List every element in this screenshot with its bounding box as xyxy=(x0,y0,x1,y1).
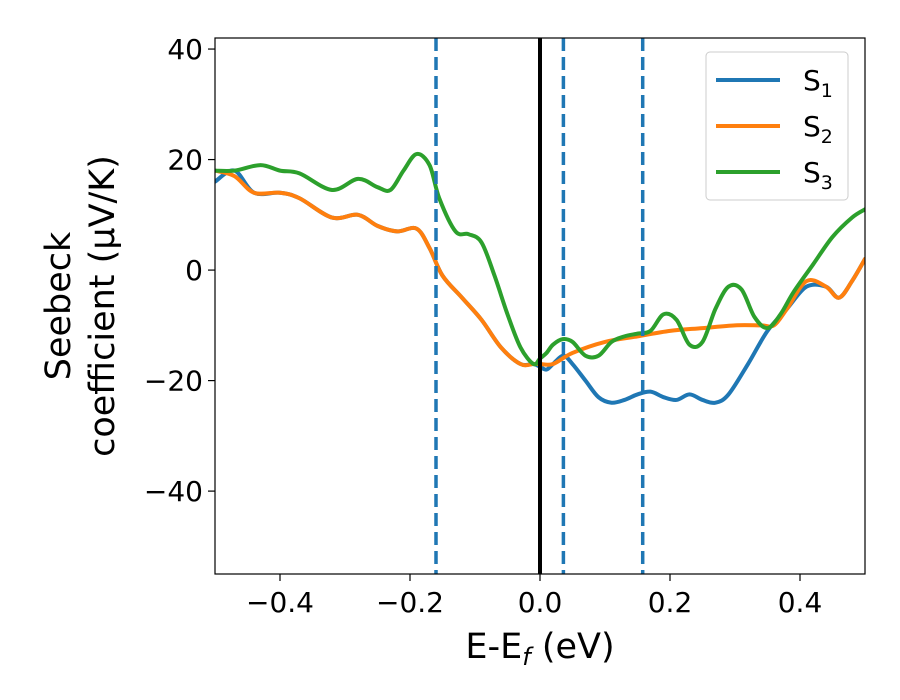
y-tick-label: 0 xyxy=(185,254,203,287)
y-tick-label: −20 xyxy=(144,365,203,398)
x-axis-label-suffix: (eV) xyxy=(531,627,615,667)
legend: S1 S2 S3 xyxy=(705,51,849,201)
legend-label-s1: S1 xyxy=(803,64,833,102)
x-tick-label: −0.4 xyxy=(246,586,314,619)
x-tick-label: 0.4 xyxy=(778,586,823,619)
y-tick-label: 20 xyxy=(167,144,203,177)
x-axis-ticks: −0.4 −0.2 0.0 0.2 0.4 xyxy=(246,574,822,619)
reference-lines xyxy=(434,38,645,574)
y-axis-label-line2: coefficient (μV/K) xyxy=(83,155,123,457)
x-axis-label-main: E-E xyxy=(465,627,522,667)
y-axis-label: Seebeck coefficient (μV/K) xyxy=(39,155,123,457)
y-tick-label: −40 xyxy=(144,475,203,508)
series-line-s3 xyxy=(215,151,865,367)
series-layer xyxy=(215,151,865,405)
x-tick-label: −0.2 xyxy=(376,586,444,619)
legend-label-s2: S2 xyxy=(803,110,833,148)
y-axis-ticks: 40 20 0 −20 −40 xyxy=(144,33,215,508)
x-axis-label: E-Ef (eV) xyxy=(465,627,614,671)
y-tick-label: 40 xyxy=(167,33,203,66)
x-tick-label: 0.2 xyxy=(648,586,693,619)
y-axis-label-line1: Seebeck xyxy=(39,231,79,380)
legend-label-s3: S3 xyxy=(803,156,833,194)
x-tick-label: 0.0 xyxy=(518,586,563,619)
